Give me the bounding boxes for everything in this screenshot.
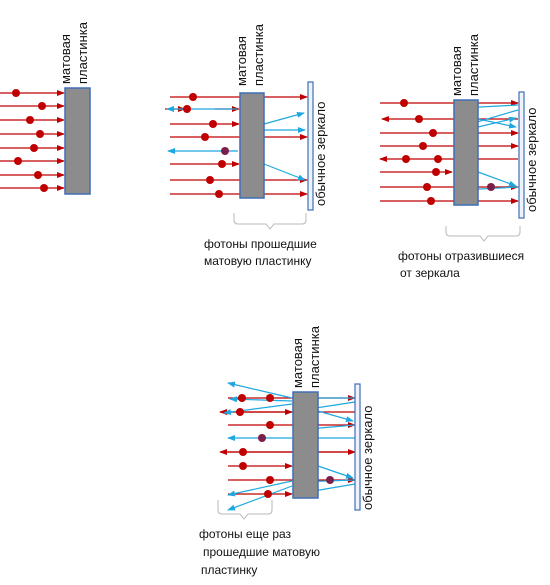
caption-passed-line2: матовую пластинку bbox=[204, 254, 312, 268]
red-rays bbox=[0, 90, 65, 191]
mirror bbox=[307, 81, 314, 211]
matte-plate-label-2: пластинка bbox=[466, 33, 481, 96]
matte-plate-label-2: пластинка bbox=[251, 23, 266, 86]
blue-rays bbox=[223, 381, 356, 511]
caption-brace bbox=[217, 500, 273, 520]
photon-dots bbox=[400, 99, 442, 205]
photon-dots bbox=[12, 89, 48, 192]
matte-plate-label-1: матовая bbox=[58, 34, 73, 84]
mirror bbox=[354, 383, 361, 511]
caption-passed-line1: фотоны прошедшие bbox=[204, 237, 317, 251]
mirror-label: обычное зеркало bbox=[360, 406, 375, 510]
panel-3-reflected-photons: матовая пластинка обычное зеркало фотоны… bbox=[379, 33, 539, 280]
red-rays bbox=[165, 94, 308, 197]
matte-plate bbox=[64, 87, 91, 195]
mirror-label: обычное зеркало bbox=[313, 102, 328, 206]
caption-reflected-line2: от зеркала bbox=[400, 266, 460, 280]
photon-dots-dark bbox=[258, 434, 334, 484]
matte-plate-label-1: матовая bbox=[449, 46, 464, 96]
matte-plate-label-1: матовая bbox=[234, 36, 249, 86]
matte-plate bbox=[239, 92, 265, 199]
matte-plate-label-2: пластинка bbox=[75, 21, 90, 84]
mirror bbox=[518, 91, 525, 219]
matte-plate-label-1: матовая bbox=[290, 338, 305, 388]
caption-again-line3: пластинку bbox=[201, 563, 257, 577]
blue-rays bbox=[166, 106, 306, 181]
red-rays bbox=[379, 100, 519, 204]
panel-2-passed-photons: матовая пластинка обычное зеркало фотоны… bbox=[165, 23, 328, 268]
caption-again-line2: прошедшие матовую bbox=[203, 545, 320, 559]
caption-reflected-line1: фотоны отразившиеся bbox=[398, 249, 524, 263]
photon-dots bbox=[236, 394, 274, 498]
photon-dot-dark bbox=[221, 147, 229, 155]
caption-brace bbox=[233, 213, 307, 230]
panel-1-incident-photons: матовая пластинка bbox=[0, 21, 91, 195]
photon-dot-dark bbox=[487, 183, 495, 191]
caption-again-line1: фотоны еще раз bbox=[199, 527, 292, 541]
mirror-label: обычное зеркало bbox=[524, 108, 539, 212]
matte-plate bbox=[453, 99, 479, 206]
panel-4-photons-passed-again: матовая пластинка обычное зеркало фотоны… bbox=[199, 325, 375, 577]
matte-plate bbox=[292, 391, 319, 499]
caption-brace bbox=[445, 226, 521, 242]
photon-dots bbox=[183, 93, 226, 198]
matte-plate-label-2: пластинка bbox=[307, 325, 322, 388]
